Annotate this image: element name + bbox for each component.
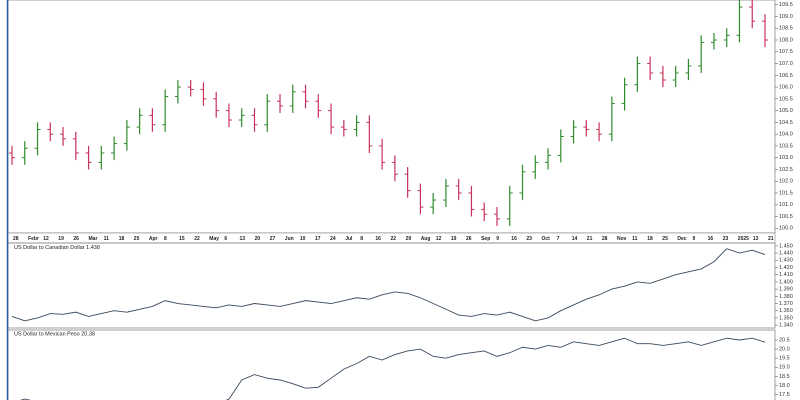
x-tick-label: May xyxy=(209,236,219,242)
x-tick-label: 27 xyxy=(270,236,276,242)
y-tick-label: 17.5 xyxy=(779,392,790,398)
y-tick-label: 1.430 xyxy=(779,258,793,264)
x-tick-label: 16 xyxy=(708,236,714,242)
x-tick-label: 12 xyxy=(436,236,442,242)
x-tick-label: Mar xyxy=(89,236,98,242)
x-tick-label: Jun xyxy=(285,236,294,242)
y-tick-label: 1.380 xyxy=(779,294,793,300)
x-tick-label: 8 xyxy=(360,236,363,242)
x-tick-label: 8 xyxy=(164,236,167,242)
y-tick-label: 20.0 xyxy=(779,347,790,353)
x-tick-label: 13 xyxy=(240,236,246,242)
y-tick-label: 1.360 xyxy=(779,308,793,314)
y-tick-label: 20.5 xyxy=(779,337,790,343)
plot-area xyxy=(9,0,768,226)
x-tick-label: 22 xyxy=(194,236,200,242)
y-tick-label: 102.5 xyxy=(779,167,793,173)
x-tick-label: 22 xyxy=(391,236,397,242)
y-tick-label: 106.0 xyxy=(779,85,793,91)
y-tick-label: 1.440 xyxy=(779,251,793,257)
x-tick-label: 6 xyxy=(224,236,227,242)
x-tick-label: Apr xyxy=(149,236,158,242)
x-tick-label: 11 xyxy=(632,236,638,242)
y-tick-label: 107.0 xyxy=(779,61,793,67)
y-tick-label: 105.0 xyxy=(779,108,793,114)
x-tick-label: 28 xyxy=(13,236,19,242)
x-tick-label: 9 xyxy=(693,236,696,242)
y-tick-label: 107.5 xyxy=(779,49,793,55)
y-tick-label: 103.5 xyxy=(779,143,793,149)
y-tick-label: 106.5 xyxy=(779,73,793,79)
y-tick-label: 1.400 xyxy=(779,279,793,285)
y-tick-label: 109.0 xyxy=(779,14,793,20)
x-tick-label: 23 xyxy=(526,236,532,242)
y-tick-label: 1.420 xyxy=(779,265,793,271)
x-tick-label: 16 xyxy=(511,236,517,242)
x-tick-label: 21 xyxy=(587,236,593,242)
y-tick-label: 109.5 xyxy=(779,2,793,8)
x-tick-label: 12 xyxy=(43,236,49,242)
y-tick-label: 100.0 xyxy=(779,226,793,232)
x-tick-label: Nov xyxy=(617,236,627,242)
price-line xyxy=(19,337,766,400)
x-tick-label: 28 xyxy=(602,236,608,242)
y-tick-label: 104.0 xyxy=(779,132,793,138)
x-tick-label: 18 xyxy=(647,236,653,242)
y-tick-label: 101.0 xyxy=(779,202,793,208)
x-tick-label: 25 xyxy=(134,236,140,242)
x-tick-label: 20 xyxy=(255,236,261,242)
y-tick-label: 105.5 xyxy=(779,96,793,102)
y-tick-label: 108.5 xyxy=(779,26,793,32)
x-tick-label: Febr xyxy=(28,236,39,242)
x-tick-label: 26 xyxy=(466,236,472,242)
y-tick-label: 1.450 xyxy=(779,243,793,249)
y-tick-label: 18.0 xyxy=(779,383,790,389)
y-tick-label: 19.0 xyxy=(779,365,790,371)
x-tick-label: Dec xyxy=(677,236,686,242)
x-tick-label: Oct xyxy=(542,236,551,242)
x-tick-label: 29 xyxy=(406,236,412,242)
x-tick-label: Jul xyxy=(345,236,353,242)
y-tick-label: 1.340 xyxy=(779,323,793,329)
cad-panel-title: US Dollar to Canadian Dollar 1.438 xyxy=(14,245,100,251)
x-tick-label: 23 xyxy=(723,236,729,242)
plot-area xyxy=(19,337,766,400)
x-tick-label: 13 xyxy=(753,236,759,242)
x-tick-label: 19 xyxy=(451,236,457,242)
y-tick-label: 103.0 xyxy=(779,155,793,161)
x-tick-label: 18 xyxy=(119,236,125,242)
x-tick-label: 9 xyxy=(496,236,499,242)
x-tick-label: 11 xyxy=(104,236,110,242)
y-tick-label: 1.410 xyxy=(779,272,793,278)
x-tick-label: 19 xyxy=(58,236,64,242)
plot-area xyxy=(11,248,766,322)
y-tick-label: 108.0 xyxy=(779,37,793,43)
x-tick-label: 14 xyxy=(572,236,578,242)
x-tick-label: 21 xyxy=(768,236,774,242)
x-tick-label: 16 xyxy=(375,236,381,242)
y-tick-label: 102.0 xyxy=(779,179,793,185)
x-tick-label: 15 xyxy=(179,236,185,242)
x-tick-label: 26 xyxy=(73,236,79,242)
x-tick-label: 25 xyxy=(662,236,668,242)
y-tick-label: 18.5 xyxy=(779,374,790,380)
y-tick-label: 19.5 xyxy=(779,356,790,362)
y-tick-label: 104.5 xyxy=(779,120,793,126)
mxn-panel-title: US Dollar to Mexican Peso 20.38 xyxy=(14,331,95,337)
y-tick-label: 101.5 xyxy=(779,190,793,196)
x-tick-label: 10 xyxy=(300,236,306,242)
y-tick-label: 1.390 xyxy=(779,287,793,293)
y-tick-label: 1.350 xyxy=(779,315,793,321)
y-tick-label: 1.370 xyxy=(779,301,793,307)
x-tick-label: 24 xyxy=(330,236,336,242)
x-tick-label: 2025 xyxy=(738,236,749,242)
x-tick-label: Sep xyxy=(481,236,490,242)
price-line xyxy=(11,248,766,322)
y-tick-label: 100.5 xyxy=(779,214,793,220)
x-tick-label: Aug xyxy=(421,236,431,242)
x-tick-label: 17 xyxy=(315,236,321,242)
x-tick-label: 7 xyxy=(557,236,560,242)
